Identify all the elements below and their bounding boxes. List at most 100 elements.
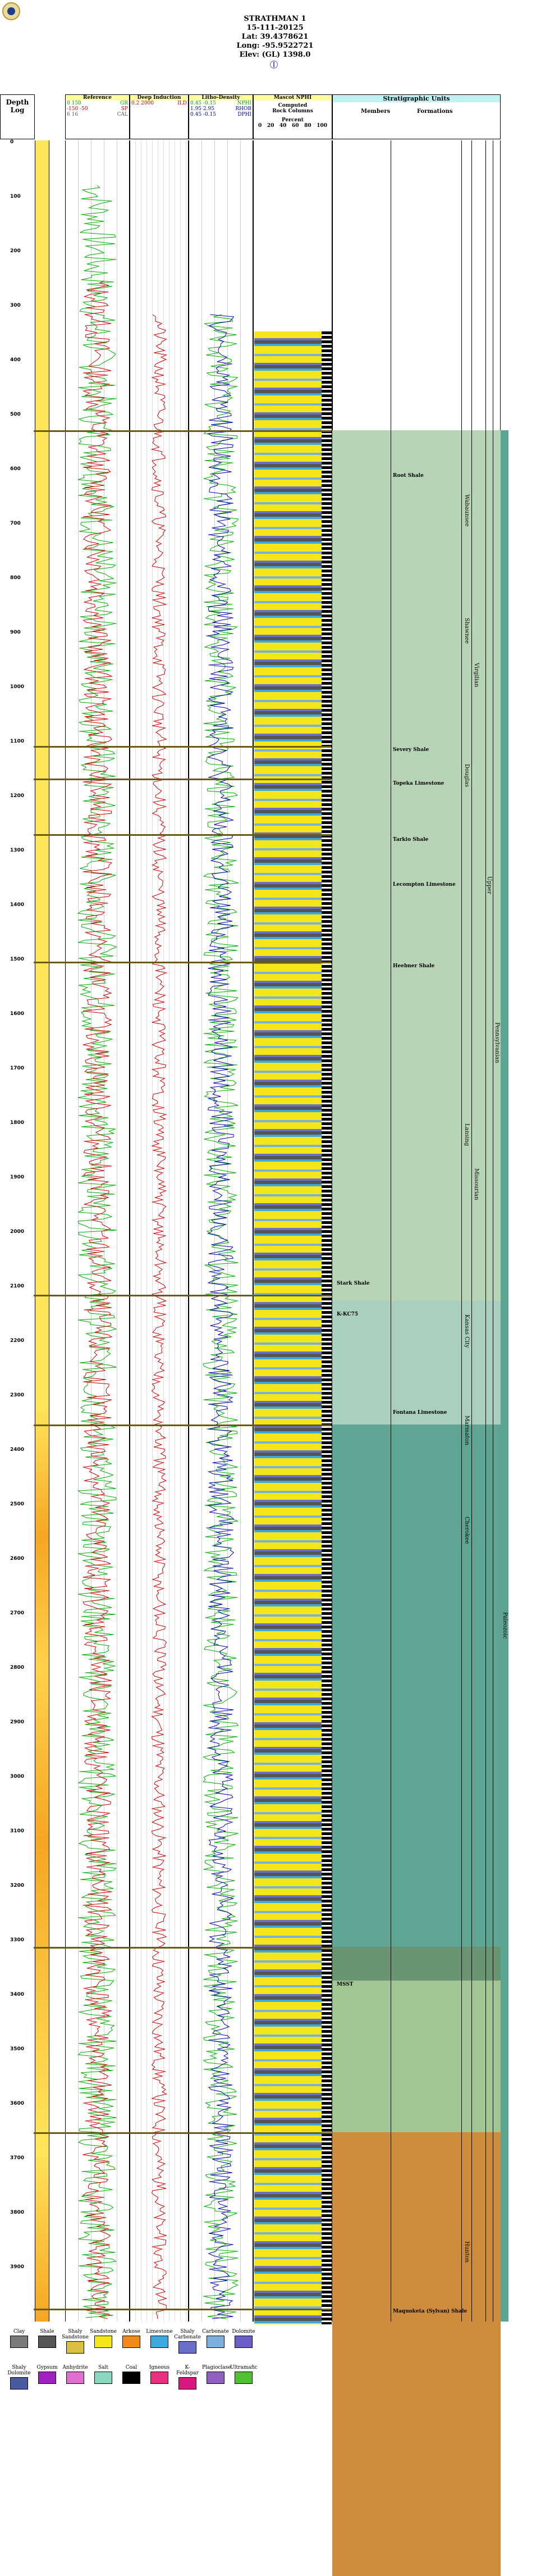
depth-label: 1200: [10, 793, 25, 799]
lithology-column: [254, 331, 322, 2324]
legend-label: Igneous: [149, 2365, 170, 2370]
depth-label: 3700: [10, 2155, 25, 2161]
sp-label: SP: [121, 106, 128, 112]
group-wabaunsee: Wabaunsee: [464, 494, 470, 527]
legend-item: Plagioclase: [202, 2365, 231, 2384]
series-upper: Upper: [486, 876, 492, 894]
depth-label: 2200: [10, 1338, 25, 1344]
pct-40: 40: [279, 123, 287, 129]
compass-icon: [270, 61, 278, 69]
legend-item: Coal: [118, 2365, 145, 2384]
sp-curve: [82, 280, 113, 2319]
ild-range: 0.2 2000: [131, 101, 154, 106]
members-title: Members: [361, 108, 391, 115]
legend-item: Dolomite: [230, 2329, 257, 2348]
rhob-range: 1.95 2.95: [190, 106, 214, 112]
formation-heebner-shale: Heebner Shale: [393, 963, 435, 969]
group-lansing: Lansing: [464, 1123, 470, 1146]
legend-item: Gypsum: [34, 2365, 61, 2384]
depth-label: 2400: [10, 1447, 25, 1453]
percent-title: Percent: [282, 117, 304, 123]
legend-label: Shaly Dolomite: [7, 2365, 31, 2376]
legend-label: Sandstone: [90, 2329, 117, 2334]
group-shawnee: Shawnee: [464, 618, 470, 644]
log-title: Log: [10, 106, 25, 114]
longitude: Long: -95.9522721: [236, 42, 314, 50]
legend-label: Ultramafic: [230, 2365, 258, 2370]
gamma-color-track: [35, 140, 49, 2322]
kgs-logo: [2, 2, 20, 20]
rock-column-title: Rock Columns: [272, 108, 313, 114]
legend-item: Ultramafic: [230, 2365, 258, 2384]
nphi-range: 0.45 -0.15: [190, 101, 216, 106]
depth-label: 1500: [10, 957, 25, 962]
formation-fontana-limestone: Fontana Limestone: [393, 1410, 447, 1416]
depth-label: 1800: [10, 1120, 25, 1126]
depth-title: Depth: [6, 98, 29, 106]
depth-label: 500: [10, 412, 21, 417]
legend-label: Salt: [98, 2365, 109, 2370]
system-paleozoic: Paleozoic: [502, 1612, 508, 1639]
legend-item: Sandstone: [90, 2329, 117, 2348]
strat-band-kc: [332, 1301, 501, 1424]
depth-label: 200: [10, 248, 21, 254]
depth-label: 3500: [10, 2046, 25, 2052]
legend-label: Clay: [13, 2329, 25, 2334]
legend-swatch: [207, 2336, 224, 2348]
depth-label: 3300: [10, 1937, 25, 1943]
pct-60: 60: [292, 123, 299, 129]
legend-label: Shale: [40, 2329, 54, 2334]
horizon-line: [34, 1947, 331, 1949]
legend-label: Gypsum: [36, 2365, 58, 2370]
depth-label: 1400: [10, 902, 25, 908]
depth-label: 2700: [10, 1610, 25, 1616]
formation-topeka-limestone: Topeka Limestone: [393, 781, 444, 786]
horizon-line: [34, 430, 331, 432]
formation-lecompton-limestone: Lecompton Limestone: [393, 882, 456, 888]
strat-title: Stratigraphic Units: [333, 95, 500, 102]
depth-label: 3600: [10, 2101, 25, 2106]
depth-label: 1100: [10, 739, 25, 744]
depth-label: 2100: [10, 1284, 25, 1289]
system-pennsylvanian: Pennsylvanian: [494, 1022, 500, 1063]
group-kansas-city: Kansas City: [464, 1314, 470, 1348]
computed-lithology-header: Mascot NPHI Computed Rock Columns Percen…: [253, 94, 332, 139]
rhob-label: RHOB: [235, 106, 251, 112]
api-number: 15-111-20125: [246, 24, 304, 32]
reference-title: Reference: [66, 95, 129, 101]
nphi-label: NPHI: [237, 101, 251, 106]
legend-item: Salt: [90, 2365, 117, 2384]
formation-severy-shale: Severy Shale: [393, 747, 429, 753]
well-header: STRATHMAN 1 15-111-20125 Lat: 39.4378621…: [213, 15, 337, 60]
legend-swatch: [122, 2336, 140, 2348]
legend-label: Arkose: [122, 2329, 140, 2334]
horizon-line: [34, 1295, 331, 1296]
depth-label: 3100: [10, 1828, 25, 1834]
depth-label: 300: [10, 303, 21, 308]
strat-divider-lines: [485, 140, 486, 2322]
legend-swatch: [66, 2341, 84, 2354]
legend-item: Carbonate: [202, 2329, 229, 2348]
well-name: STRATHMAN 1: [244, 15, 306, 23]
depth-label: 1300: [10, 848, 25, 853]
strat-divider-lines-4: [461, 140, 462, 2322]
formation-stark-shale: Stark Shale: [337, 1281, 370, 1286]
legend-item: Shaly Sandstone: [62, 2329, 89, 2354]
depth-label: 3400: [10, 1992, 25, 1997]
horizon-line: [34, 962, 331, 963]
resistivity-track-header: Deep Induction 0.2 2000 ILD: [130, 94, 189, 139]
depth-label: 2500: [10, 1501, 25, 1507]
strat-band-desmoinesian: [332, 1424, 501, 1947]
depth-label: 1700: [10, 1066, 25, 1071]
legend-label: Limestone: [146, 2329, 173, 2334]
depth-label: 2900: [10, 1719, 25, 1725]
legend-swatch: [178, 2377, 196, 2390]
formation-msst: MSST: [337, 1982, 354, 1987]
lithology-legend: Clay Shale Shaly Sandstone Sandstone Arkose L…: [0, 2325, 550, 2404]
formation-tarkio-shale: Tarkio Shale: [393, 837, 429, 843]
strat-header: Stratigraphic Units Members Formations: [332, 94, 501, 139]
legend-item: Shale: [34, 2329, 61, 2348]
depth-label: 3000: [10, 1774, 25, 1779]
legend-item: K-Feldspar: [174, 2365, 201, 2390]
group-marmaton: Marmaton: [464, 1416, 470, 1445]
